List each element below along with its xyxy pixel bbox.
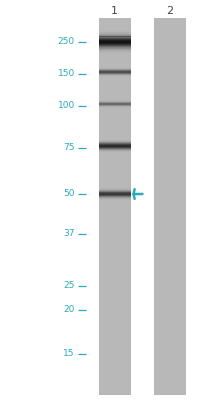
Bar	[99, 18, 130, 395]
Bar	[99, 36, 130, 37]
Bar	[99, 31, 130, 32]
Text: 75: 75	[63, 144, 74, 152]
Bar	[99, 52, 130, 53]
Bar	[99, 39, 130, 40]
Bar	[99, 45, 130, 46]
Bar	[99, 33, 130, 34]
Bar	[99, 37, 130, 38]
Bar	[99, 51, 130, 52]
Bar	[99, 47, 130, 48]
Bar	[99, 35, 130, 36]
Bar	[99, 40, 130, 41]
Bar	[99, 48, 130, 49]
Bar	[99, 41, 130, 42]
Bar	[99, 42, 130, 43]
Text: 1: 1	[111, 6, 118, 16]
Text: 2: 2	[166, 6, 173, 16]
Bar	[99, 46, 130, 47]
Text: 25: 25	[63, 282, 74, 290]
Bar	[153, 18, 185, 395]
Bar	[99, 38, 130, 39]
Bar	[99, 49, 130, 50]
Text: 15: 15	[63, 350, 74, 358]
Text: 37: 37	[63, 230, 74, 238]
Bar	[99, 50, 130, 51]
Text: 20: 20	[63, 306, 74, 314]
Text: 250: 250	[57, 38, 74, 46]
Text: 50: 50	[63, 190, 74, 198]
Bar	[99, 34, 130, 35]
Text: 100: 100	[57, 102, 74, 110]
Text: 150: 150	[57, 70, 74, 78]
Bar	[99, 32, 130, 33]
Bar	[99, 44, 130, 45]
Bar	[99, 43, 130, 44]
